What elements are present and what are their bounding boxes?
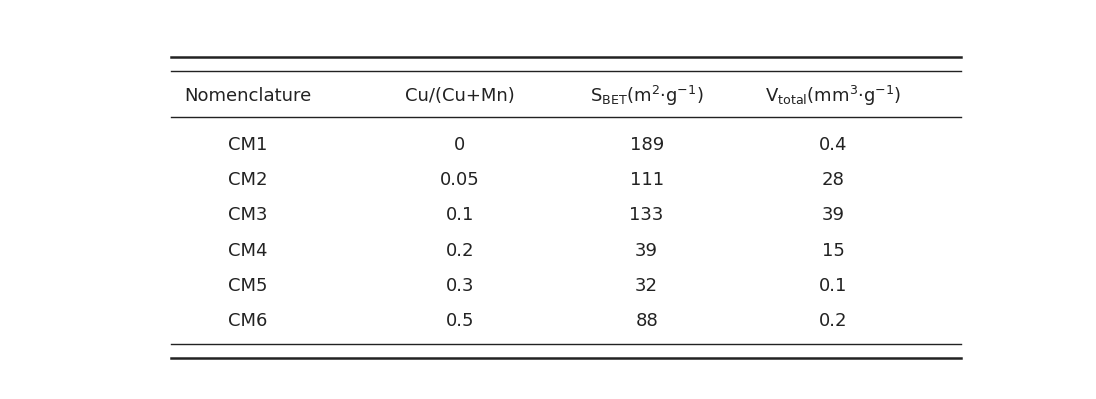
- Text: 111: 111: [629, 171, 664, 189]
- Text: 189: 189: [629, 136, 664, 154]
- Text: 88: 88: [636, 312, 658, 330]
- Text: 39: 39: [822, 206, 845, 224]
- Text: CM1: CM1: [228, 136, 267, 154]
- Text: 0.1: 0.1: [446, 206, 473, 224]
- Text: 0.4: 0.4: [819, 136, 848, 154]
- Text: $\mathrm{V_{total}(mm^{3}{\cdot}g^{-1})}$: $\mathrm{V_{total}(mm^{3}{\cdot}g^{-1})}…: [765, 83, 902, 108]
- Text: CM5: CM5: [228, 277, 267, 295]
- Text: $\mathrm{S_{BET}(m^{2}{\cdot}g^{-1})}$: $\mathrm{S_{BET}(m^{2}{\cdot}g^{-1})}$: [590, 83, 704, 108]
- Text: CM6: CM6: [228, 312, 267, 330]
- Text: 0: 0: [454, 136, 466, 154]
- Text: 0.1: 0.1: [820, 277, 847, 295]
- Text: 0.3: 0.3: [445, 277, 475, 295]
- Text: 15: 15: [822, 242, 845, 260]
- Text: CM3: CM3: [228, 206, 267, 224]
- Text: 133: 133: [629, 206, 664, 224]
- Text: 28: 28: [822, 171, 845, 189]
- Text: 0.2: 0.2: [445, 242, 475, 260]
- Text: Cu/(Cu+Mn): Cu/(Cu+Mn): [404, 87, 515, 105]
- Text: 39: 39: [636, 242, 658, 260]
- Text: 0.05: 0.05: [439, 171, 480, 189]
- Text: CM4: CM4: [228, 242, 267, 260]
- Text: CM2: CM2: [228, 171, 267, 189]
- Text: 0.5: 0.5: [445, 312, 475, 330]
- Text: 32: 32: [636, 277, 658, 295]
- Text: 0.2: 0.2: [819, 312, 848, 330]
- Text: Nomenclature: Nomenclature: [184, 87, 311, 105]
